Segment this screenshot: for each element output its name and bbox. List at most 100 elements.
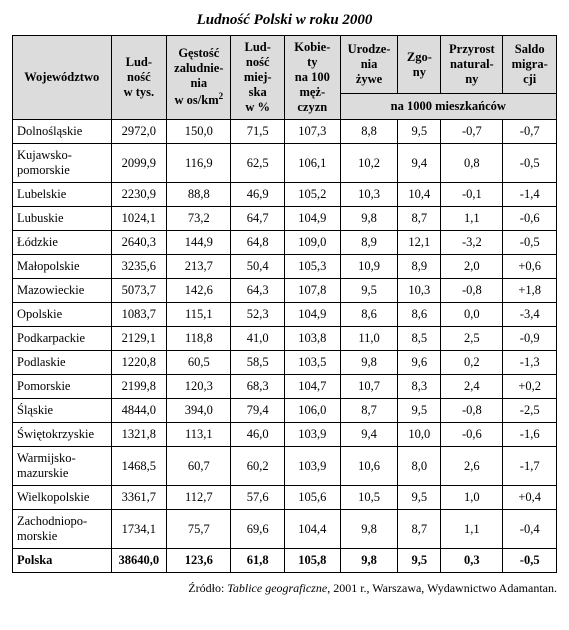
cell-wojewodztwo: Opolskie [13, 303, 112, 327]
table-row: Łódzkie2640,3144,964,8109,08,912,1-3,2-0… [13, 231, 557, 255]
cell-gestosc: 75,7 [167, 510, 231, 549]
cell-total-ludnosc: 38640,0 [111, 549, 167, 573]
cell-wojewodztwo: Pomorskie [13, 375, 112, 399]
cell-zgony: 10,3 [398, 279, 441, 303]
cell-miejska: 60,2 [231, 447, 285, 486]
cell-wojewodztwo: Lubelskie [13, 183, 112, 207]
cell-urodzenia: 9,5 [340, 279, 398, 303]
cell-urodzenia: 9,8 [340, 510, 398, 549]
cell-total-urodzenia: 9,8 [340, 549, 398, 573]
cell-urodzenia: 9,4 [340, 423, 398, 447]
cell-zgony: 9,5 [398, 120, 441, 144]
cell-zgony: 10,0 [398, 423, 441, 447]
cell-gestosc: 73,2 [167, 207, 231, 231]
cell-ludnosc: 2230,9 [111, 183, 167, 207]
cell-gestosc: 120,3 [167, 375, 231, 399]
cell-total-miejska: 61,8 [231, 549, 285, 573]
cell-kobiety: 105,2 [284, 183, 340, 207]
cell-kobiety: 103,5 [284, 351, 340, 375]
cell-total-przyrost: 0,3 [441, 549, 503, 573]
cell-miejska: 79,4 [231, 399, 285, 423]
cell-miejska: 52,3 [231, 303, 285, 327]
cell-urodzenia: 10,9 [340, 255, 398, 279]
cell-wojewodztwo: Mazowieckie [13, 279, 112, 303]
cell-ludnosc: 1083,7 [111, 303, 167, 327]
table-row: Pomorskie2199,8120,368,3104,710,78,32,4+… [13, 375, 557, 399]
cell-kobiety: 105,3 [284, 255, 340, 279]
cell-kobiety: 106,1 [284, 144, 340, 183]
cell-przyrost: 0,8 [441, 144, 503, 183]
cell-ludnosc: 1024,1 [111, 207, 167, 231]
cell-saldo: -0,6 [503, 207, 557, 231]
cell-przyrost: -0,6 [441, 423, 503, 447]
cell-wojewodztwo: Małopolskie [13, 255, 112, 279]
cell-ludnosc: 4844,0 [111, 399, 167, 423]
cell-miejska: 62,5 [231, 144, 285, 183]
cell-total-saldo: -0,5 [503, 549, 557, 573]
cell-total-kobiety: 105,8 [284, 549, 340, 573]
cell-ludnosc: 2199,8 [111, 375, 167, 399]
header-gestosc: Gęstośćzaludnie-niaw os/km2 [167, 36, 231, 120]
cell-miejska: 57,6 [231, 486, 285, 510]
cell-zgony: 9,4 [398, 144, 441, 183]
cell-urodzenia: 8,9 [340, 231, 398, 255]
cell-wojewodztwo: Dolnośląskie [13, 120, 112, 144]
cell-miejska: 46,9 [231, 183, 285, 207]
cell-wojewodztwo: Zachodniopo-morskie [13, 510, 112, 549]
cell-urodzenia: 10,6 [340, 447, 398, 486]
cell-przyrost: -0,8 [441, 399, 503, 423]
header-miejska: Lud-nośćmiej-skaw % [231, 36, 285, 120]
cell-zgony: 8,0 [398, 447, 441, 486]
cell-kobiety: 107,3 [284, 120, 340, 144]
cell-przyrost: -3,2 [441, 231, 503, 255]
cell-gestosc: 118,8 [167, 327, 231, 351]
cell-kobiety: 103,9 [284, 423, 340, 447]
table-row: Dolnośląskie2972,0150,071,5107,38,89,5-0… [13, 120, 557, 144]
cell-ludnosc: 2640,3 [111, 231, 167, 255]
cell-miejska: 69,6 [231, 510, 285, 549]
cell-miejska: 64,8 [231, 231, 285, 255]
cell-saldo: -1,4 [503, 183, 557, 207]
cell-kobiety: 103,9 [284, 447, 340, 486]
cell-przyrost: 2,0 [441, 255, 503, 279]
cell-zgony: 8,3 [398, 375, 441, 399]
cell-zgony: 12,1 [398, 231, 441, 255]
cell-przyrost: 1,1 [441, 510, 503, 549]
source-citation: Źródło: Tablice geograficzne, 2001 r., W… [12, 581, 557, 596]
header-kobiety: Kobie-tyna 100męż-czyzn [284, 36, 340, 120]
cell-przyrost: 2,6 [441, 447, 503, 486]
cell-miejska: 50,4 [231, 255, 285, 279]
cell-wojewodztwo: Łódzkie [13, 231, 112, 255]
cell-zgony: 8,7 [398, 510, 441, 549]
cell-urodzenia: 10,7 [340, 375, 398, 399]
cell-kobiety: 104,9 [284, 303, 340, 327]
cell-total-gestosc: 123,6 [167, 549, 231, 573]
cell-wojewodztwo: Śląskie [13, 399, 112, 423]
cell-przyrost: 2,5 [441, 327, 503, 351]
header-saldo: Saldomigra-cji [503, 36, 557, 94]
cell-miejska: 64,7 [231, 207, 285, 231]
cell-zgony: 8,7 [398, 207, 441, 231]
table-title: Ludność Polski w roku 2000 [12, 12, 557, 29]
cell-miejska: 64,3 [231, 279, 285, 303]
cell-saldo: +0,4 [503, 486, 557, 510]
cell-urodzenia: 10,2 [340, 144, 398, 183]
cell-gestosc: 60,7 [167, 447, 231, 486]
cell-urodzenia: 8,7 [340, 399, 398, 423]
table-row: Świętokrzyskie1321,8113,146,0103,99,410,… [13, 423, 557, 447]
cell-wojewodztwo: Wielkopolskie [13, 486, 112, 510]
cell-przyrost: -0,7 [441, 120, 503, 144]
cell-gestosc: 394,0 [167, 399, 231, 423]
cell-saldo: -0,7 [503, 120, 557, 144]
header-przyrost: Przyrostnatural-ny [441, 36, 503, 94]
header-zgony: Zgo-ny [398, 36, 441, 94]
cell-zgony: 9,5 [398, 399, 441, 423]
cell-ludnosc: 2129,1 [111, 327, 167, 351]
cell-gestosc: 113,1 [167, 423, 231, 447]
cell-saldo: -1,6 [503, 423, 557, 447]
cell-ludnosc: 2972,0 [111, 120, 167, 144]
cell-kobiety: 104,4 [284, 510, 340, 549]
cell-kobiety: 106,0 [284, 399, 340, 423]
cell-saldo: -3,4 [503, 303, 557, 327]
cell-ludnosc: 3361,7 [111, 486, 167, 510]
